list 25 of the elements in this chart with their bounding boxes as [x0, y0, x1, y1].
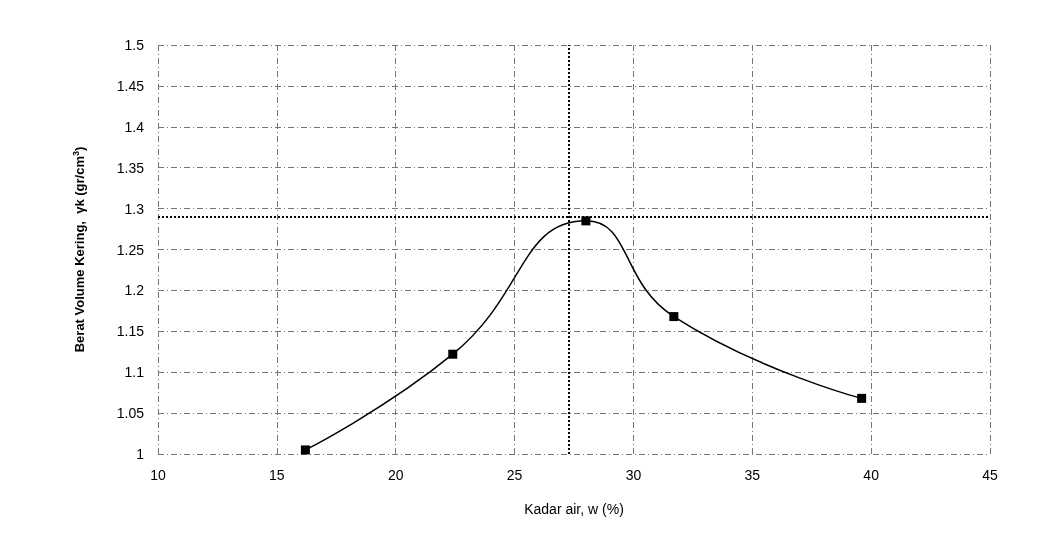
x-tick-label: 25 — [506, 467, 523, 483]
y-tick-label: 1.4 — [124, 118, 145, 135]
y-tick-label: 1 — [136, 446, 145, 462]
x-tick-label: 10 — [150, 467, 166, 483]
y-tick-label: 1.5 — [124, 37, 145, 53]
point — [669, 312, 679, 322]
x-axis-title: Kadar air, w (%) — [524, 501, 624, 517]
point — [581, 216, 591, 226]
y-tick-label: 1.45 — [116, 77, 145, 94]
y-tick-label: 1.05 — [116, 405, 145, 422]
point — [448, 349, 458, 359]
x-tick-label: 40 — [863, 467, 880, 483]
y-tick-label: 1.35 — [116, 159, 145, 176]
point — [857, 393, 867, 403]
y-tick-label: 1.2 — [124, 282, 145, 299]
y-tick-label: 1.1 — [124, 364, 145, 381]
y-tick-label: 1.3 — [124, 200, 145, 217]
x-tick-label: 45 — [982, 467, 998, 483]
y-tick-label: 1.15 — [116, 323, 145, 340]
x-tick-label: 20 — [387, 467, 404, 483]
x-tick-label: 30 — [625, 467, 642, 483]
x-tick-label: 35 — [744, 467, 761, 483]
point — [300, 445, 310, 455]
y-tick-label: 1.25 — [116, 241, 145, 258]
x-tick-label: 15 — [269, 467, 285, 483]
